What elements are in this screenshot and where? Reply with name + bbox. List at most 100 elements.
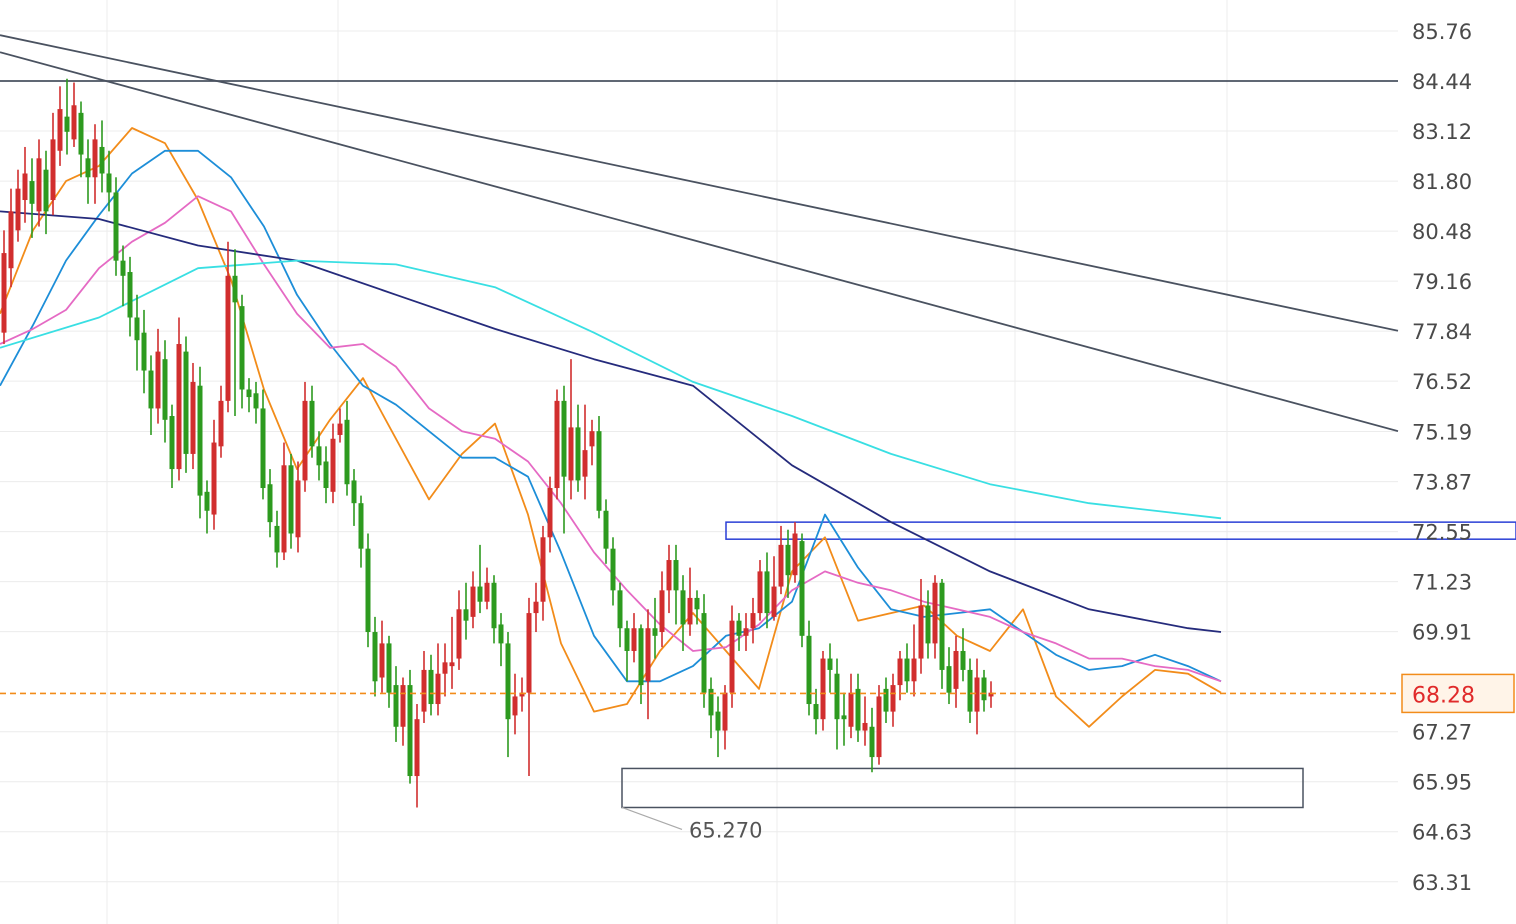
candle-body [309,400,315,447]
moving-averages [0,127,1222,728]
candle-body [85,158,91,178]
y-axis-tick-label: 65.95 [1412,771,1472,795]
moving-average-line [0,149,1222,683]
annotation-leader [621,806,683,831]
moving-average-line [0,127,1222,728]
candle-body [449,662,455,667]
candle-body [176,344,182,470]
candle-body [519,692,525,697]
y-axis-tick-label: 84.44 [1412,70,1472,94]
candle-body [673,560,679,591]
candle-body [477,586,483,602]
candle-body [680,590,686,625]
candle-body [708,688,714,716]
candle-body [792,533,798,576]
trendline [0,51,1399,433]
candle-body [974,677,980,712]
candle-body [946,666,952,693]
candle-body [701,613,707,693]
candle-body [22,173,28,201]
candle-body [463,609,469,621]
candle-body [498,624,504,644]
candle-body [967,669,973,712]
candle-body [414,719,420,777]
candle-body [799,541,805,636]
candlesticks [1,78,994,808]
candle-body [652,628,658,636]
candle-body [491,582,497,629]
y-axis-tick-label: 64.63 [1412,821,1472,845]
candle-body [939,582,945,670]
candle-body [358,503,364,549]
candle-body [897,658,903,686]
candle-body [204,491,210,511]
annotation-label: 65.270 [689,818,762,842]
candle-body [764,571,770,614]
moving-average-line [0,210,1222,633]
candle-body [890,685,896,712]
trendline [0,34,1399,332]
annotations: 65.270 [621,806,762,842]
candle-body [806,635,812,705]
candle-body [610,548,616,591]
candle-body [29,181,35,204]
candle-body [330,438,336,492]
candle-body [512,696,518,716]
candle-body [246,389,252,398]
candle-body [232,275,238,303]
y-axis-tick-label: 77.84 [1412,320,1472,344]
candle-body [470,586,476,617]
candle-body [617,590,623,629]
candle-body [722,692,728,731]
y-axis-tick-label: 76.52 [1412,370,1472,394]
candle-body [372,632,378,682]
y-axis: 85.76 84.44 83.12 81.80 80.48 79.16 77.84 76.52… [1401,20,1515,895]
candle-body [666,560,672,591]
candle-body [561,400,567,477]
y-axis-tick-label: 69.91 [1412,621,1472,645]
candle-body [64,116,70,132]
candle-body [729,620,735,693]
candle-body [855,688,861,731]
moving-average-line [0,259,1222,520]
candle-body [596,431,602,511]
candle-body [638,628,644,686]
candle-body [932,582,938,644]
candle-body [407,685,413,777]
current-price-badge [1401,673,1515,714]
candle-body [715,711,721,731]
candle-body [337,423,343,435]
moving-average-line [0,195,1222,683]
candle-body [267,484,273,523]
candle-body [750,613,756,629]
candle-body [15,188,21,231]
candle-body [78,112,84,155]
candle-body [351,480,357,504]
candle-body [183,351,189,454]
y-axis-tick-label: 81.80 [1412,170,1472,194]
candle-body [316,446,322,466]
candle-body [295,480,301,538]
candle-body [841,715,847,720]
candle-body [421,669,427,712]
candle-body [785,544,791,576]
candle-body [456,609,462,659]
candle-body [57,109,63,151]
candle-body [953,650,959,689]
candle-body [848,692,854,727]
candle-body [127,272,133,318]
candle-body [253,393,259,409]
current-price-label: 68.28 [1412,683,1475,708]
y-axis-tick-label: 73.87 [1412,471,1472,495]
y-axis-tick-label: 67.27 [1412,721,1472,745]
candle-body [743,628,749,636]
candle-body [1,253,7,333]
candle-body [71,105,77,140]
candle-body [344,419,350,485]
candle-body [925,605,931,644]
candle-body [568,427,574,481]
candle-body [8,211,14,269]
candle-body [106,173,112,193]
candle-body [911,658,917,682]
